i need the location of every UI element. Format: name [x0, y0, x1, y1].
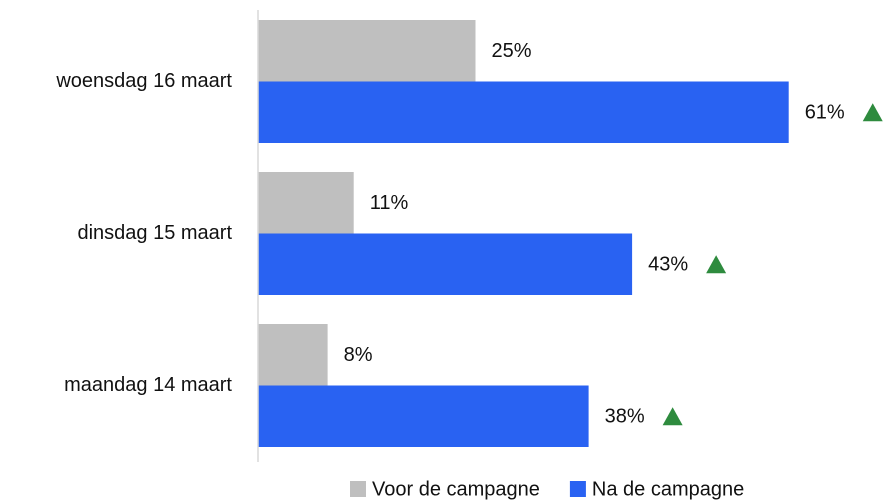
- y-tick-label: dinsdag 15 maart: [77, 222, 232, 244]
- value-label: 11%: [370, 192, 409, 214]
- y-tick-label: woensdag 16 maart: [55, 70, 232, 92]
- legend-label: Na de campagne: [592, 478, 744, 500]
- increase-icon: [862, 103, 883, 122]
- legend-label: Voor de campagne: [372, 478, 540, 500]
- value-label: 8%: [344, 344, 373, 366]
- value-label: 25%: [492, 40, 532, 62]
- bar: [258, 324, 328, 386]
- value-label: 61%: [805, 102, 845, 124]
- bar: [258, 172, 354, 234]
- value-label: 38%: [605, 406, 645, 428]
- increase-icon: [706, 255, 727, 274]
- legend-swatch: [569, 481, 586, 497]
- y-tick-label: maandag 14 maart: [64, 374, 232, 396]
- increase-icon: [662, 407, 683, 426]
- bar: [258, 233, 633, 295]
- legend-swatch: [350, 481, 366, 497]
- value-label: 43%: [648, 254, 688, 276]
- bar: [258, 385, 589, 447]
- bar: [258, 20, 476, 82]
- bar: [258, 81, 789, 143]
